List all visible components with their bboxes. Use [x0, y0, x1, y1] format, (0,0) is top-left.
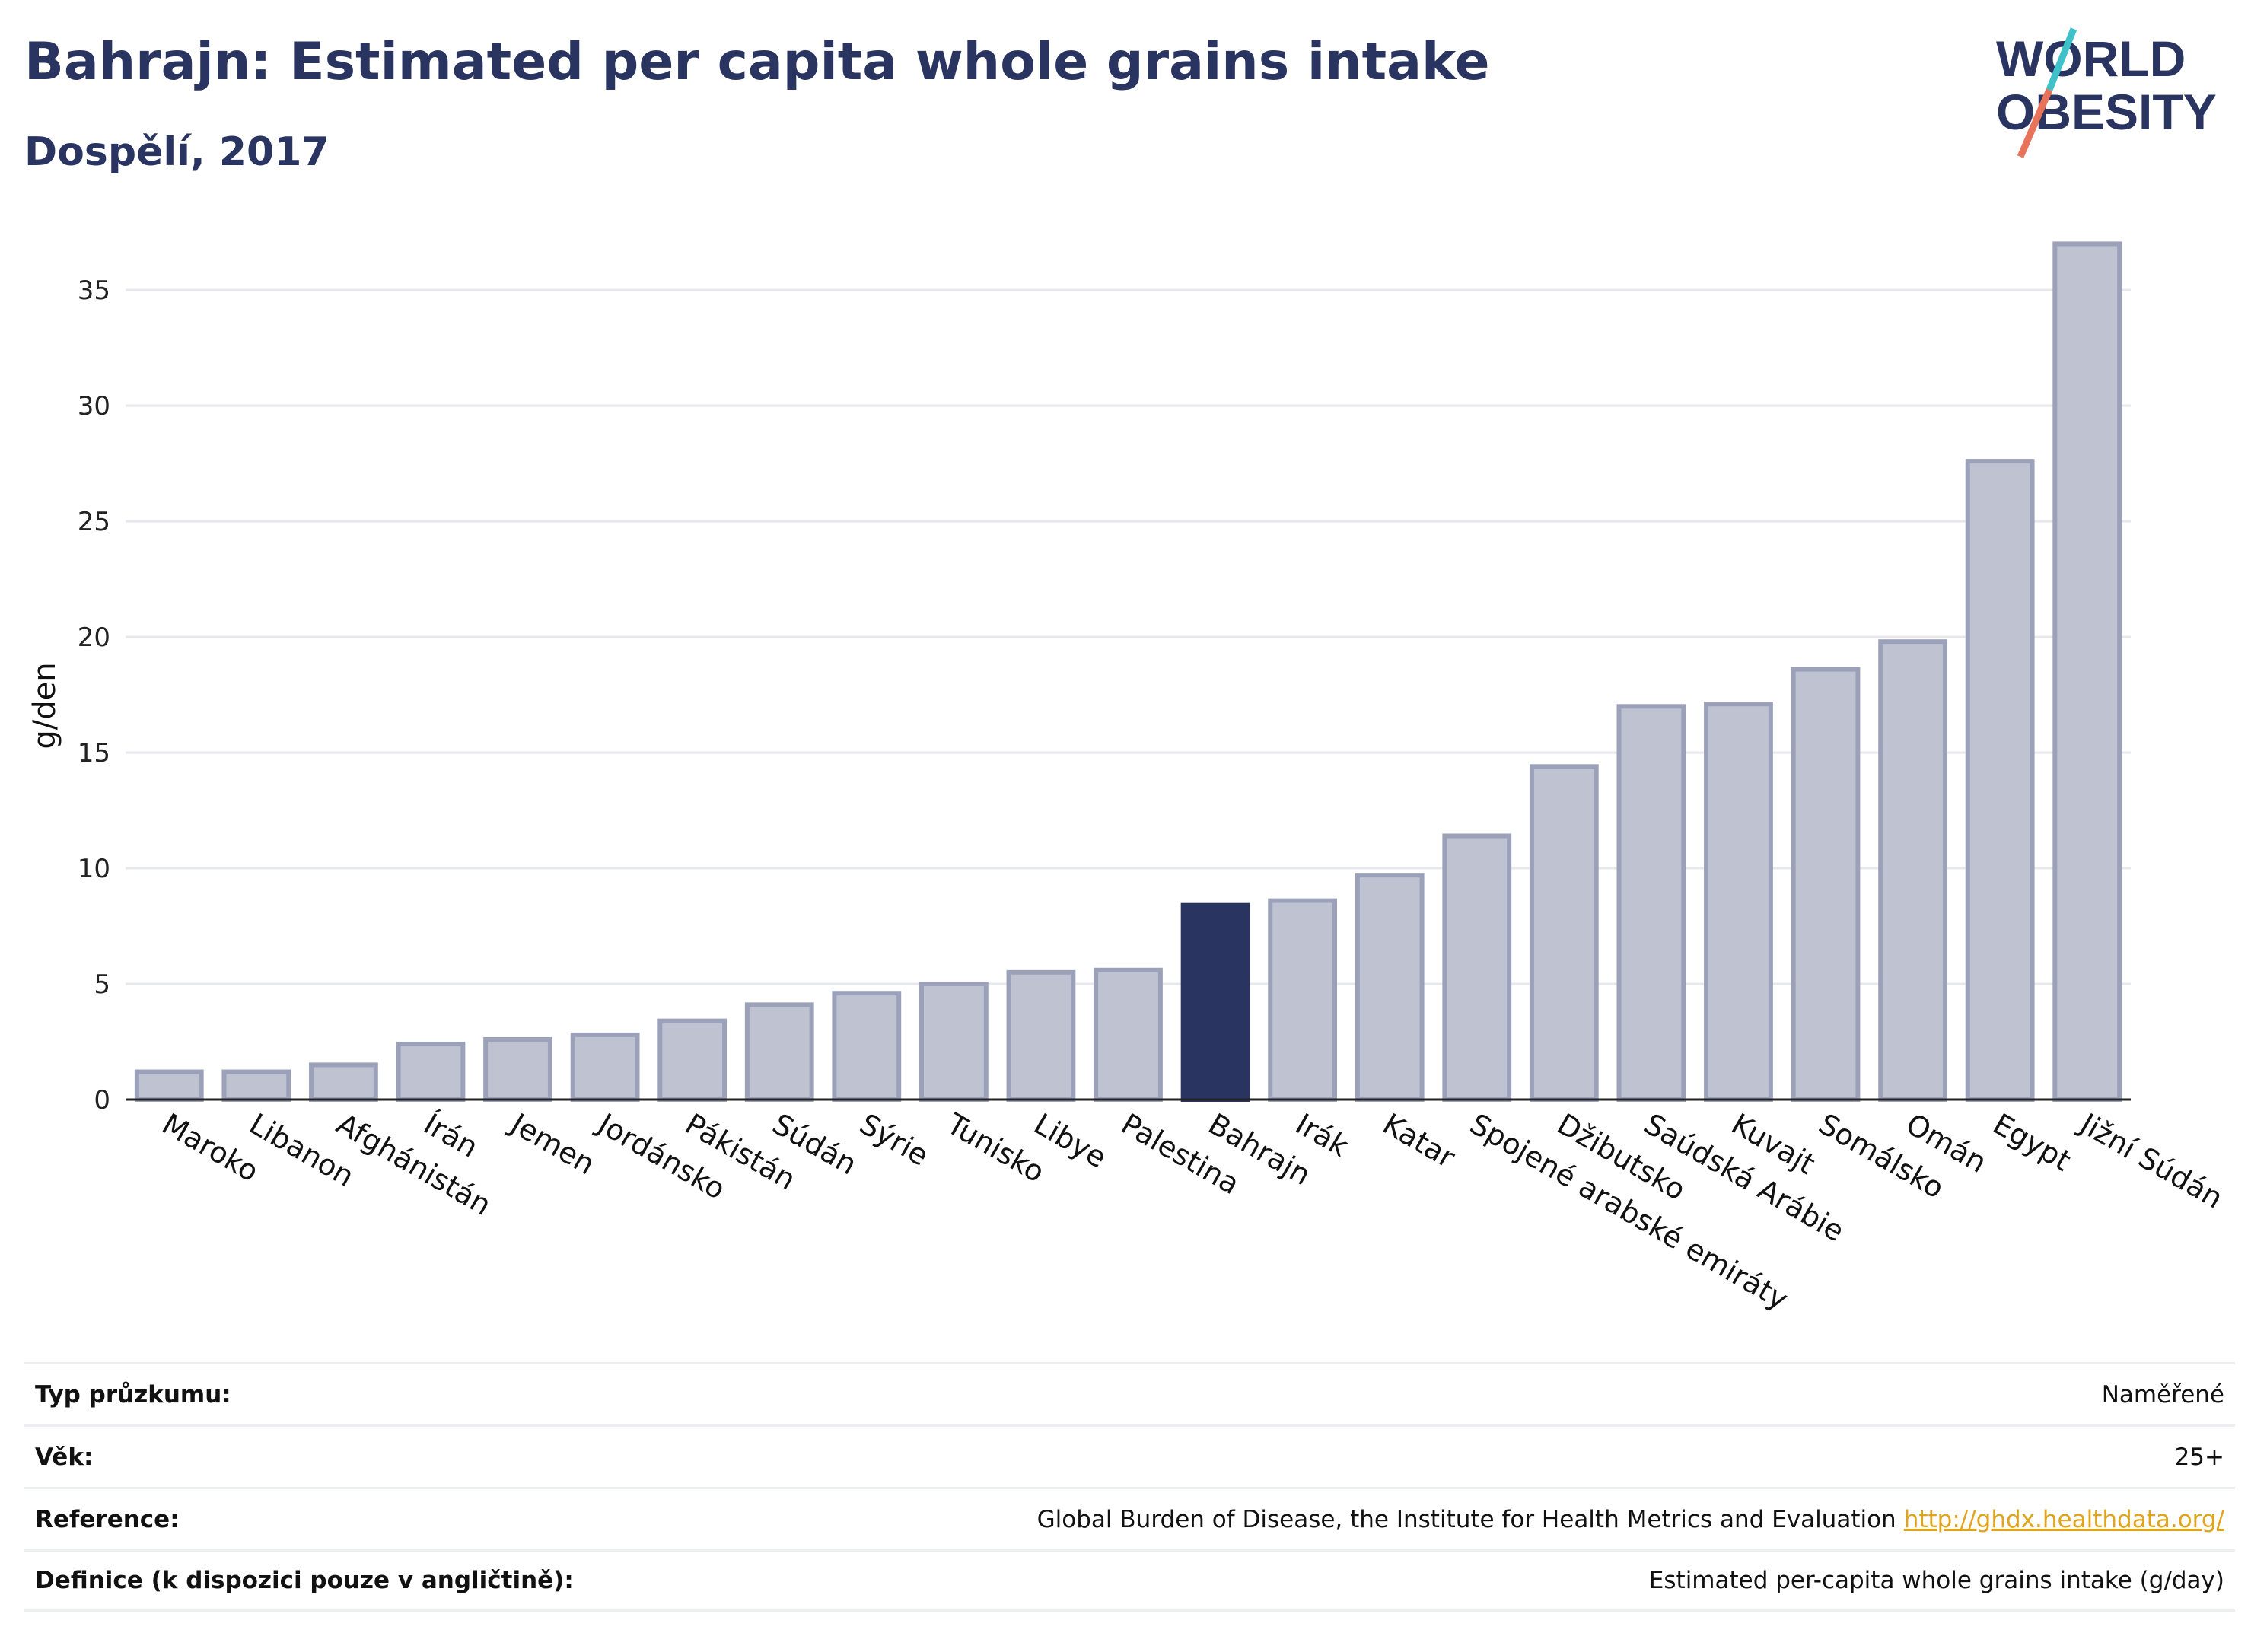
- x-tick-label: Jižní Súdán: [2073, 1106, 2228, 1215]
- y-tick-label: 35: [78, 275, 110, 306]
- y-tick-label: 0: [94, 1085, 110, 1116]
- logo-line1: WORLD: [1996, 30, 2186, 87]
- info-row-definition: Definice (k dispozici pouze v angličtině…: [24, 1549, 2235, 1612]
- reference-link[interactable]: http://ghdx.healthdata.org/: [1903, 1505, 2224, 1533]
- page-subtitle: Dospělí, 2017: [24, 129, 330, 175]
- x-tick-label: Maroko: [157, 1107, 265, 1189]
- bar-egypt: [1965, 459, 2035, 1102]
- bar-irák: [1268, 898, 1338, 1102]
- info-value-reference: Global Burden of Disease, the Institute …: [1037, 1506, 2224, 1533]
- bar-írán: [396, 1042, 466, 1102]
- y-tick-label: 5: [94, 969, 110, 1000]
- world-obesity-logo: WORLD OBESITY: [1996, 27, 2217, 158]
- bar-sýrie: [832, 991, 902, 1102]
- info-label: Reference:: [35, 1505, 180, 1533]
- y-tick-label: 20: [78, 622, 110, 653]
- bar-libye: [1006, 969, 1076, 1103]
- bar-spojené-arabské-emiráty: [1442, 833, 1512, 1102]
- x-tick-label: Tunisko: [941, 1106, 1050, 1189]
- bar-afghánistán: [309, 1062, 378, 1102]
- bar-pákistán: [657, 1018, 728, 1102]
- info-table: Typ průzkumu: Naměřené Věk: 25+ Referenc…: [24, 1362, 2235, 1612]
- bar-saúdská-arábie: [1616, 704, 1686, 1102]
- info-value: 25+: [2174, 1443, 2224, 1471]
- bar-kuvajt: [1704, 702, 1773, 1102]
- bar-somálsko: [1791, 667, 1861, 1102]
- bar-jemen: [483, 1036, 552, 1102]
- bar-tunisko: [919, 982, 989, 1103]
- y-axis-label: g/den: [27, 662, 62, 749]
- y-tick-label: 30: [78, 391, 110, 422]
- x-tick-label: Jemen: [504, 1106, 600, 1182]
- bar-maroko: [134, 1069, 204, 1103]
- bar-katar: [1355, 873, 1425, 1102]
- bar-súdán: [744, 1002, 814, 1103]
- logo-slash-teal: [2046, 27, 2077, 91]
- bar-omán: [1878, 639, 1947, 1102]
- info-label: Definice (k dispozici pouze v angličtině…: [35, 1567, 574, 1594]
- bar-jordánsko: [570, 1032, 640, 1103]
- bar-libanon: [221, 1069, 291, 1103]
- logo-slash-coral: [2017, 88, 2053, 158]
- x-tick-label: Egypt: [1988, 1107, 2077, 1178]
- info-value: Estimated per-capita whole grains intake…: [1648, 1567, 2224, 1594]
- info-label: Typ průzkumu:: [35, 1380, 231, 1408]
- info-row-survey-type: Typ průzkumu: Naměřené: [24, 1362, 2235, 1424]
- reference-text: Global Burden of Disease, the Institute …: [1036, 1505, 1896, 1533]
- bar-džibutsko: [1529, 764, 1599, 1102]
- bar-chart: 05101520253035MarokoLibanonAfghánistánÍr…: [27, 241, 2228, 1316]
- y-tick-label: 25: [78, 507, 110, 537]
- bar-bahrajn: [1180, 902, 1250, 1102]
- info-row-reference: Reference: Global Burden of Disease, the…: [24, 1487, 2235, 1549]
- page-title: Bahrajn: Estimated per capita whole grai…: [24, 32, 1490, 92]
- bar-layer: [134, 241, 2122, 1103]
- x-tick-label: Katar: [1377, 1107, 1461, 1175]
- bar-palestina: [1094, 967, 1163, 1102]
- bar-jižní-súdán: [2052, 241, 2122, 1102]
- y-tick-label: 10: [78, 854, 110, 884]
- info-row-age: Věk: 25+: [24, 1424, 2235, 1487]
- info-label: Věk:: [35, 1443, 94, 1471]
- x-tick-label: Sýrie: [854, 1107, 934, 1173]
- info-value: Naměřené: [2101, 1380, 2224, 1408]
- y-tick-label: 15: [78, 738, 110, 769]
